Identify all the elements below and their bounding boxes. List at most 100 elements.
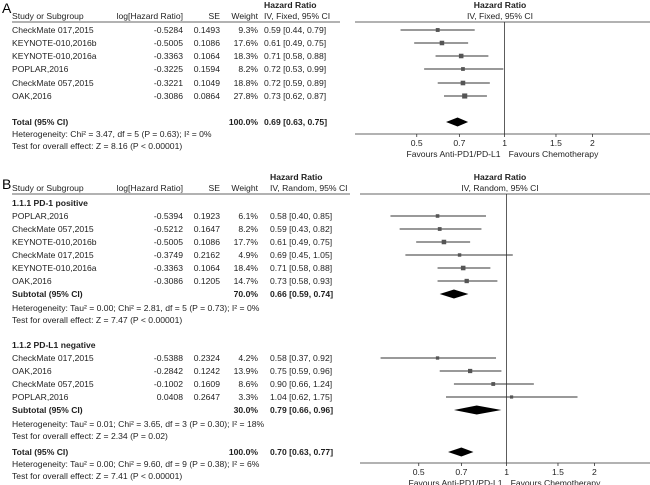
log-hr-value: -0.5284 xyxy=(154,25,183,35)
study-name: KEYNOTE-010,2016a xyxy=(12,51,97,61)
study-name: POPLAR,2016 xyxy=(12,211,69,221)
log-hr-value: -0.5005 xyxy=(154,237,183,247)
hr-ci-value: 0.61 [0.49, 0.75] xyxy=(264,38,326,48)
x-axis-tick-label: 1 xyxy=(502,138,507,148)
weight-value: 18.4% xyxy=(234,263,259,273)
weight-value: 27.8% xyxy=(234,91,259,101)
log-hr-value: -0.3086 xyxy=(154,276,183,286)
se-value: 0.1064 xyxy=(194,51,221,61)
log-hr-value: 0.0408 xyxy=(157,392,184,402)
hr-ci-value: 0.59 [0.43, 0.82] xyxy=(270,224,332,234)
se-value: 0.1086 xyxy=(194,237,221,247)
column-header-se: SE xyxy=(209,11,221,21)
study-square xyxy=(509,395,514,399)
column-header-hr-method: IV, Random, 95% CI xyxy=(270,183,348,193)
se-value: 0.1493 xyxy=(194,25,221,35)
study-square xyxy=(435,28,440,32)
log-hr-value: -0.3086 xyxy=(154,91,183,101)
column-header-hazard-ratio: Hazard Ratio xyxy=(270,172,323,182)
hr-ci-value: 1.04 [0.62, 1.75] xyxy=(270,392,332,402)
log-hr-value: -0.1002 xyxy=(154,379,183,389)
subtotal-label: Subtotal (95% CI) xyxy=(12,405,83,415)
study-square xyxy=(435,214,440,218)
log-hr-value: -0.3363 xyxy=(154,263,183,273)
total-label: Total (95% CI) xyxy=(12,117,68,127)
study-name: OAK,2016 xyxy=(12,91,52,101)
heterogeneity-text: Heterogeneity: Chi² = 3.47, df = 5 (P = … xyxy=(12,129,212,139)
subgroup-overall-effect-text: Test for overall effect: Z = 2.34 (P = 0… xyxy=(12,431,168,441)
se-value: 0.1594 xyxy=(194,64,221,74)
x-axis-tick-label: 0.5 xyxy=(413,467,425,477)
hr-ci-value: 0.71 [0.58, 0.88] xyxy=(270,263,332,273)
favours-left-label: Favours Anti-PD1/PD-L1 xyxy=(406,149,500,159)
study-name: OAK,2016 xyxy=(12,276,52,286)
se-value: 0.1064 xyxy=(194,263,221,273)
subgroup-title: 1.1.1 PD-1 positive xyxy=(12,198,88,208)
hr-ci-value: 0.90 [0.66, 1.24] xyxy=(270,379,332,389)
weight-value: 3.3% xyxy=(238,392,258,402)
se-value: 0.1609 xyxy=(194,379,221,389)
subtotal-diamond xyxy=(453,405,502,415)
total-label: Total (95% CI) xyxy=(12,447,68,457)
weight-value: 14.7% xyxy=(234,276,259,286)
column-header-hazard-ratio: Hazard Ratio xyxy=(264,0,317,10)
weight-value: 8.2% xyxy=(238,64,258,74)
weight-value: 8.6% xyxy=(238,379,258,389)
study-square xyxy=(435,356,440,360)
pooled-weight: 100.0% xyxy=(229,117,259,127)
study-square xyxy=(437,227,442,231)
hr-ci-value: 0.58 [0.40, 0.85] xyxy=(270,211,332,221)
log-hr-value: -0.3749 xyxy=(154,250,183,260)
pooled-ci: 0.70 [0.63, 0.77] xyxy=(270,447,333,457)
study-name: POPLAR,2016 xyxy=(12,392,69,402)
heterogeneity-text: Heterogeneity: Tau² = 0.00; Chi² = 9.60,… xyxy=(12,459,260,469)
study-square xyxy=(457,253,462,257)
log-hr-value: -0.5394 xyxy=(154,211,183,221)
subgroup-heterogeneity-text: Heterogeneity: Tau² = 0.01; Chi² = 3.65,… xyxy=(12,419,265,429)
log-hr-value: -0.5388 xyxy=(154,353,183,363)
plot-header-title: Hazard Ratio xyxy=(474,172,527,182)
pooled-weight: 30.0% xyxy=(234,405,259,415)
study-square xyxy=(468,368,473,374)
x-axis-tick-label: 0.7 xyxy=(455,467,467,477)
hr-ci-value: 0.72 [0.59, 0.89] xyxy=(264,78,326,88)
x-axis-tick-label: 1.5 xyxy=(550,138,562,148)
study-name: CheckMate 057,2015 xyxy=(12,379,94,389)
plot-header-title: Hazard Ratio xyxy=(474,0,527,10)
weight-value: 6.1% xyxy=(238,211,258,221)
study-square xyxy=(458,53,464,59)
x-axis-tick-label: 0.5 xyxy=(411,138,423,148)
hr-ci-value: 0.58 [0.37, 0.92] xyxy=(270,353,332,363)
hr-ci-value: 0.69 [0.45, 1.05] xyxy=(270,250,332,260)
se-value: 0.1049 xyxy=(194,78,221,88)
se-value: 0.1242 xyxy=(194,366,221,376)
study-name: KEYNOTE-010,2016b xyxy=(12,237,97,247)
log-hr-value: -0.3225 xyxy=(154,64,183,74)
subtotal-diamond xyxy=(439,289,469,299)
pooled-weight: 100.0% xyxy=(229,447,259,457)
column-header-weight: Weight xyxy=(231,11,258,21)
weight-value: 9.3% xyxy=(238,25,258,35)
hr-ci-value: 0.59 [0.44, 0.79] xyxy=(264,25,326,35)
study-name: CheckMate 057,2015 xyxy=(12,78,94,88)
plot-header-method: IV, Random, 95% CI xyxy=(461,183,539,193)
study-name: KEYNOTE-010,2016a xyxy=(12,263,97,273)
study-square xyxy=(460,80,466,86)
x-axis-tick-label: 0.7 xyxy=(453,138,465,148)
study-square xyxy=(464,278,469,284)
x-axis-tick-label: 1.5 xyxy=(552,467,564,477)
log-hr-value: -0.5212 xyxy=(154,224,183,234)
weight-value: 18.8% xyxy=(234,78,259,88)
study-square xyxy=(462,93,468,99)
weight-value: 13.9% xyxy=(234,366,259,376)
log-hr-value: -0.2842 xyxy=(154,366,183,376)
x-axis-tick-label: 2 xyxy=(592,467,597,477)
se-value: 0.1205 xyxy=(194,276,221,286)
se-value: 0.2324 xyxy=(194,353,221,363)
se-value: 0.1923 xyxy=(194,211,221,221)
favours-left-label: Favours Anti-PD1/PD-L1 xyxy=(408,478,502,485)
subtotal-label: Subtotal (95% CI) xyxy=(12,289,83,299)
weight-value: 17.6% xyxy=(234,38,259,48)
study-name: POPLAR,2016 xyxy=(12,64,69,74)
pooled-ci: 0.66 [0.59, 0.74] xyxy=(270,289,333,299)
